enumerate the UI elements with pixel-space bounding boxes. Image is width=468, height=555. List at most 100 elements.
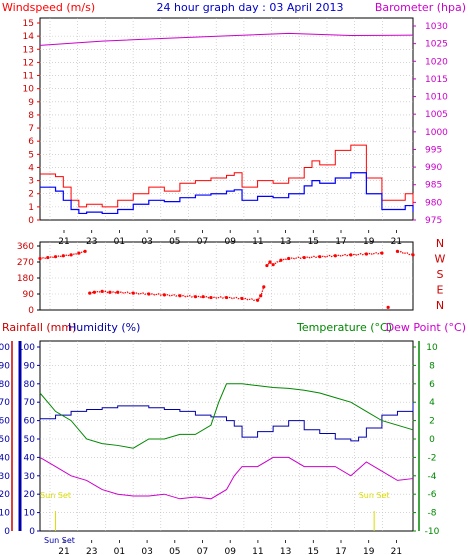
barometer-tick-label: 975	[425, 216, 442, 226]
barometer-axis-title: Barometer (hpa)	[375, 1, 466, 14]
x-tick-label: 03	[141, 547, 152, 555]
temperature-ticks: -10 -8 -6 -4 -2 0 2 4 6 8 10	[413, 343, 440, 537]
x-tick-label: 21	[58, 547, 69, 555]
rainfall-tick-label: 0	[4, 527, 10, 537]
barometer-tick-label: 1020	[425, 57, 448, 67]
x-tick-label: 11	[252, 547, 263, 555]
rainfall-tick-label: 70	[0, 398, 10, 408]
wind-time-ticks: 21 23 01 03 05 07 09 11 13 15 17 19 21	[58, 230, 402, 247]
x-tick-label: 17	[335, 547, 346, 555]
direction-tick-label: 90	[23, 290, 35, 300]
direction-trace	[164, 293, 181, 297]
humidity-ticks: 0 0 10 10 20 20 30 30 40 40 50 50 60 60 70 70 80 80 90 90 10…	[0, 343, 40, 537]
direction-trace	[109, 291, 118, 294]
barometer-tick-label: 1030	[425, 22, 448, 32]
x-tick-label: 13	[280, 547, 291, 555]
barometer-tick-label: 1005	[425, 110, 448, 120]
barometer-tick-label: 1010	[425, 93, 448, 103]
windspeed-tick-label: 4	[28, 163, 34, 173]
barometer-ticks: 975 980 985 990 995 1000 1005 1010 1015 1020 1025 1…	[413, 22, 448, 226]
direction-trace	[319, 254, 336, 259]
rain-hum-temp-plot-area	[39, 340, 414, 532]
temperature-tick-label: 0	[429, 435, 435, 445]
direction-ticks: 0 90 180 270 360	[17, 242, 40, 316]
x-tick-label: 01	[114, 547, 125, 555]
rainfall-tick-label: 30	[0, 472, 10, 482]
rainfall-tick-label: 40	[0, 453, 10, 463]
dewpoint-line	[39, 456, 414, 500]
sunset-bottom-label: Sun Set	[44, 536, 75, 545]
humidity-tick-label: 80	[24, 380, 36, 390]
x-tick-label: 09	[224, 547, 236, 555]
windspeed-tick-label: 0	[28, 216, 34, 226]
humidity-tick-label: 70	[24, 398, 36, 408]
direction-trace	[288, 256, 305, 260]
compass-label: W	[435, 253, 446, 266]
dewpoint-axis-title: Dew Point (°C)	[386, 321, 466, 334]
rainfall-tick-label: 50	[0, 435, 10, 445]
direction-trace	[335, 253, 352, 258]
rainfall-tick-label: 60	[0, 417, 10, 427]
rainfall-axis-title: Rainfall (mm)	[2, 321, 76, 334]
direction-trace	[303, 255, 320, 259]
compass-label: N	[436, 237, 444, 250]
direction-trace	[366, 251, 383, 256]
direction-series	[38, 249, 415, 309]
chart-title: 24 hour graph day : 03 April 2013	[157, 1, 344, 14]
direction-trace	[272, 259, 282, 266]
compass-label: N	[436, 299, 444, 312]
direction-tick-label: 180	[17, 274, 34, 284]
windspeed-tick-label: 3	[28, 177, 34, 187]
direction-trace	[55, 255, 64, 259]
rainfall-tick-label: 90	[0, 361, 10, 371]
direction-trace	[94, 290, 103, 294]
humidity-tick-label: 100	[18, 343, 35, 353]
rain-hum-temp-series	[39, 383, 414, 500]
windspeed-tick-label: 15	[23, 19, 34, 29]
windspeed-tick-label: 2	[28, 190, 34, 200]
x-tick-label: 19	[363, 547, 375, 555]
compass-label: E	[437, 284, 444, 297]
temperature-tick-label: 4	[429, 398, 435, 408]
x-tick-label: 23	[86, 547, 97, 555]
humidity-tick-label: 30	[24, 472, 36, 482]
humidity-line	[40, 402, 414, 442]
direction-trace	[241, 297, 258, 301]
sunset-annotations: Sun Set Sun Set Sun Set	[40, 491, 390, 545]
humidity-tick-label: 0	[29, 527, 35, 537]
direction-trace	[397, 251, 414, 256]
direction-trace	[148, 293, 165, 296]
wind-baro-series	[39, 32, 414, 215]
temperature-tick-label: 10	[426, 343, 438, 353]
barometer-tick-label: 980	[425, 198, 442, 208]
windspeed-tick-label: 14	[23, 32, 35, 42]
x-tick-label: 05	[169, 547, 180, 555]
windspeed-tick-label: 9	[28, 98, 34, 108]
temperature-tick-label: -6	[428, 490, 437, 500]
wind-average-line	[40, 172, 414, 215]
sunset-label: Sun Set	[40, 491, 71, 500]
barometer-tick-label: 985	[425, 181, 442, 191]
temperature-axis-title: Temperature (°C)	[296, 321, 392, 334]
windspeed-tick-label: 10	[23, 85, 35, 95]
direction-trace	[269, 262, 274, 265]
x-tick-label: 07	[197, 547, 208, 555]
humidity-tick-label: 40	[24, 453, 36, 463]
windspeed-tick-label: 6	[28, 137, 34, 147]
barometer-tick-label: 990	[425, 163, 442, 173]
x-tick-label: 21	[391, 547, 402, 555]
direction-trace	[195, 295, 204, 299]
direction-trace	[133, 292, 149, 295]
direction-trace	[210, 296, 227, 300]
rain-time-ticks: 21 23 01 03 05 07 09 11 13 15 17 19 21	[58, 540, 402, 555]
windspeed-axis-title: Windspeed (m/s)	[2, 1, 95, 14]
barometer-tick-label: 1025	[425, 40, 448, 50]
temperature-tick-label: 2	[429, 417, 435, 427]
windspeed-tick-label: 5	[28, 150, 34, 160]
direction-trace	[266, 261, 271, 267]
direction-trace	[78, 250, 86, 255]
direction-trace	[39, 256, 49, 260]
